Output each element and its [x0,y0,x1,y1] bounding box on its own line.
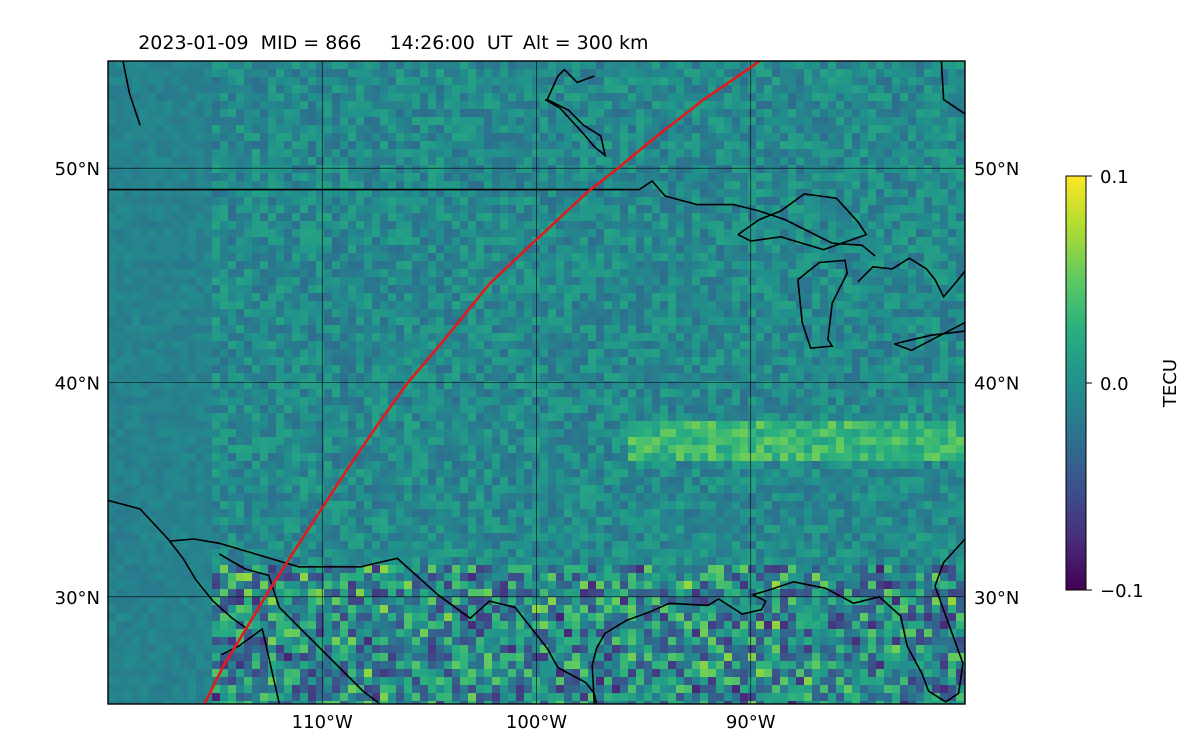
title-mid: MID = 866 [261,32,362,54]
lat-tick-label-left: 40°N [55,374,100,395]
map-area [108,61,965,704]
coastline-path [218,553,381,704]
longitude-tick-labels: 110°W 100°W 90°W [292,712,776,733]
tec-field [108,61,965,704]
map-frame [107,60,966,705]
colorbar-label: TECU [1160,359,1181,408]
colorbar-tick-label: 0.0 [1100,374,1129,395]
colorbar-gradient [1066,176,1086,590]
coastline-path [221,627,281,704]
coastline-path [737,193,868,251]
satellite-track [203,61,761,704]
coastlines [108,61,965,704]
coastline-path [797,259,849,350]
coastline-path [894,321,965,352]
title-ut: UT [487,32,513,54]
title-time: 14:26:00 [390,32,475,54]
coastline-path [591,538,965,704]
title-alt: Alt = 300 km [523,32,649,54]
coastline-path [108,499,248,630]
colorbar: 0.1 0.0 −0.1 TECU [1065,167,1181,602]
colorbar-tick-label: −0.1 [1100,581,1144,602]
coastline-path [544,68,607,158]
coastline-path [940,61,965,130]
map-grid [108,61,965,704]
lon-tick-label: 90°W [726,712,776,733]
lon-tick-label: 110°W [292,712,353,733]
coastline-path [170,538,598,704]
lat-tick-label-left: 50°N [55,159,100,180]
colorbar-ticks: 0.1 0.0 −0.1 [1086,167,1144,602]
lat-tick-label-right: 30°N [974,588,1019,609]
lat-tick-label-right: 50°N [974,159,1019,180]
title-date: 2023-01-09 [138,32,248,54]
latitude-tick-labels-right: 30°N 40°N 50°N [974,159,1019,609]
latitude-tick-labels-left: 30°N 40°N 50°N [55,159,100,609]
lat-tick-label-right: 40°N [974,374,1019,395]
coastline-path [122,61,141,126]
coastline-path [857,257,965,299]
lat-tick-label-left: 30°N [55,588,100,609]
lon-tick-label: 100°W [506,712,567,733]
colorbar-tick-label: 0.1 [1100,167,1129,188]
